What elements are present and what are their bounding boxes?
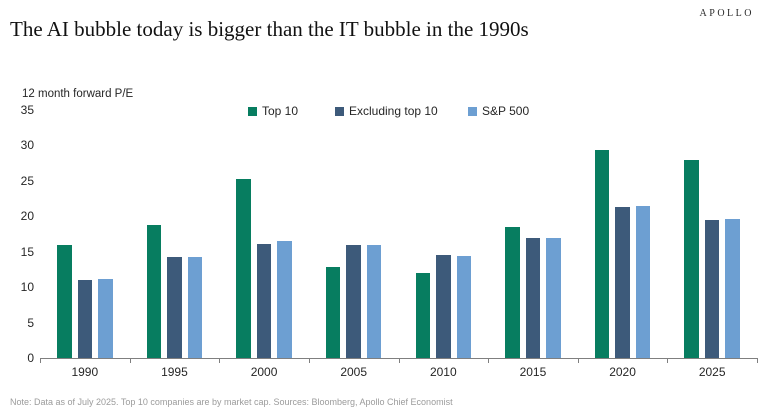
bar-1995-series0 — [146, 224, 162, 358]
bar-1995-series2 — [187, 256, 203, 358]
x-axis-tick — [667, 358, 669, 363]
bar-2000-series0 — [236, 179, 251, 358]
x-axis-tick — [398, 358, 400, 363]
bar-2010-series2 — [456, 255, 472, 358]
legend-swatch-icon — [335, 106, 344, 116]
legend-item-1: Excluding top 10 — [335, 104, 438, 118]
bar-2015-series0 — [505, 226, 520, 358]
x-axis-tick — [40, 358, 41, 363]
chart-legend: Top 10 Excluding top 10 S&P 500 — [0, 104, 768, 120]
y-axis-title: 12 month forward P/E — [22, 88, 134, 100]
x-tick-label-2015: 2015 — [519, 365, 547, 379]
x-tick-label-2005: 2005 — [340, 365, 368, 379]
bar-2025-series1 — [704, 219, 720, 358]
bar-1990-series0 — [57, 245, 72, 358]
legend-label: Excluding top 10 — [349, 104, 438, 118]
legend-item-0: Top 10 — [248, 104, 298, 118]
bar-2005-series1 — [346, 244, 361, 358]
bar-2005-series0 — [325, 267, 341, 358]
bar-2010-series0 — [415, 272, 431, 358]
y-tick-label-35: 35 — [20, 103, 34, 117]
bar-1990-series2 — [98, 279, 113, 358]
x-tick-label-2000: 2000 — [250, 365, 278, 379]
x-tick-label-2020: 2020 — [609, 365, 636, 379]
y-tick-label-5: 5 — [27, 315, 34, 330]
legend-label: Top 10 — [262, 104, 299, 118]
legend-swatch-icon — [248, 106, 257, 116]
bar-2000-series1 — [256, 243, 272, 358]
x-tick-label-1995: 1995 — [161, 365, 188, 379]
x-axis-tick — [577, 358, 579, 363]
bar-2015-series2 — [546, 237, 561, 358]
x-tick-label-2010: 2010 — [429, 365, 457, 379]
bar-2025-series2 — [725, 219, 740, 358]
x-axis-tick — [308, 358, 310, 363]
bar-2010-series1 — [436, 255, 451, 358]
legend-swatch-icon — [468, 106, 477, 116]
bar-2000-series2 — [277, 241, 292, 358]
y-tick-label-10: 10 — [20, 280, 34, 295]
bar-2020-series0 — [594, 150, 610, 358]
y-tick-label-15: 15 — [20, 244, 34, 259]
legend-label: S&P 500 — [482, 104, 530, 118]
plot-area — [40, 110, 757, 358]
x-axis-tick — [219, 358, 221, 363]
x-tick-label-1990: 1990 — [71, 365, 99, 379]
page-title: The AI bubble today is bigger than the I… — [10, 17, 529, 41]
bar-1995-series1 — [167, 257, 182, 358]
y-tick-label-0: 0 — [27, 351, 34, 365]
legend-item-2: S&P 500 — [468, 104, 529, 118]
apollo-logo: APOLLO — [699, 8, 754, 19]
y-tick-label-30: 30 — [20, 138, 34, 153]
bar-2020-series2 — [635, 205, 651, 358]
x-axis-tick — [488, 358, 490, 363]
bar-2020-series1 — [615, 207, 630, 358]
y-tick-label-25: 25 — [20, 173, 34, 188]
x-tick-label-2025: 2025 — [698, 365, 726, 379]
bar-1990-series1 — [77, 280, 93, 358]
bar-2005-series2 — [366, 244, 382, 358]
x-axis-tick — [129, 358, 131, 363]
bar-2025-series0 — [684, 159, 699, 358]
source-note: Note: Data as of July 2025. Top 10 compa… — [10, 397, 453, 407]
bar-2015-series1 — [525, 237, 541, 358]
y-tick-label-20: 20 — [20, 209, 34, 224]
x-axis-tick — [757, 358, 758, 363]
